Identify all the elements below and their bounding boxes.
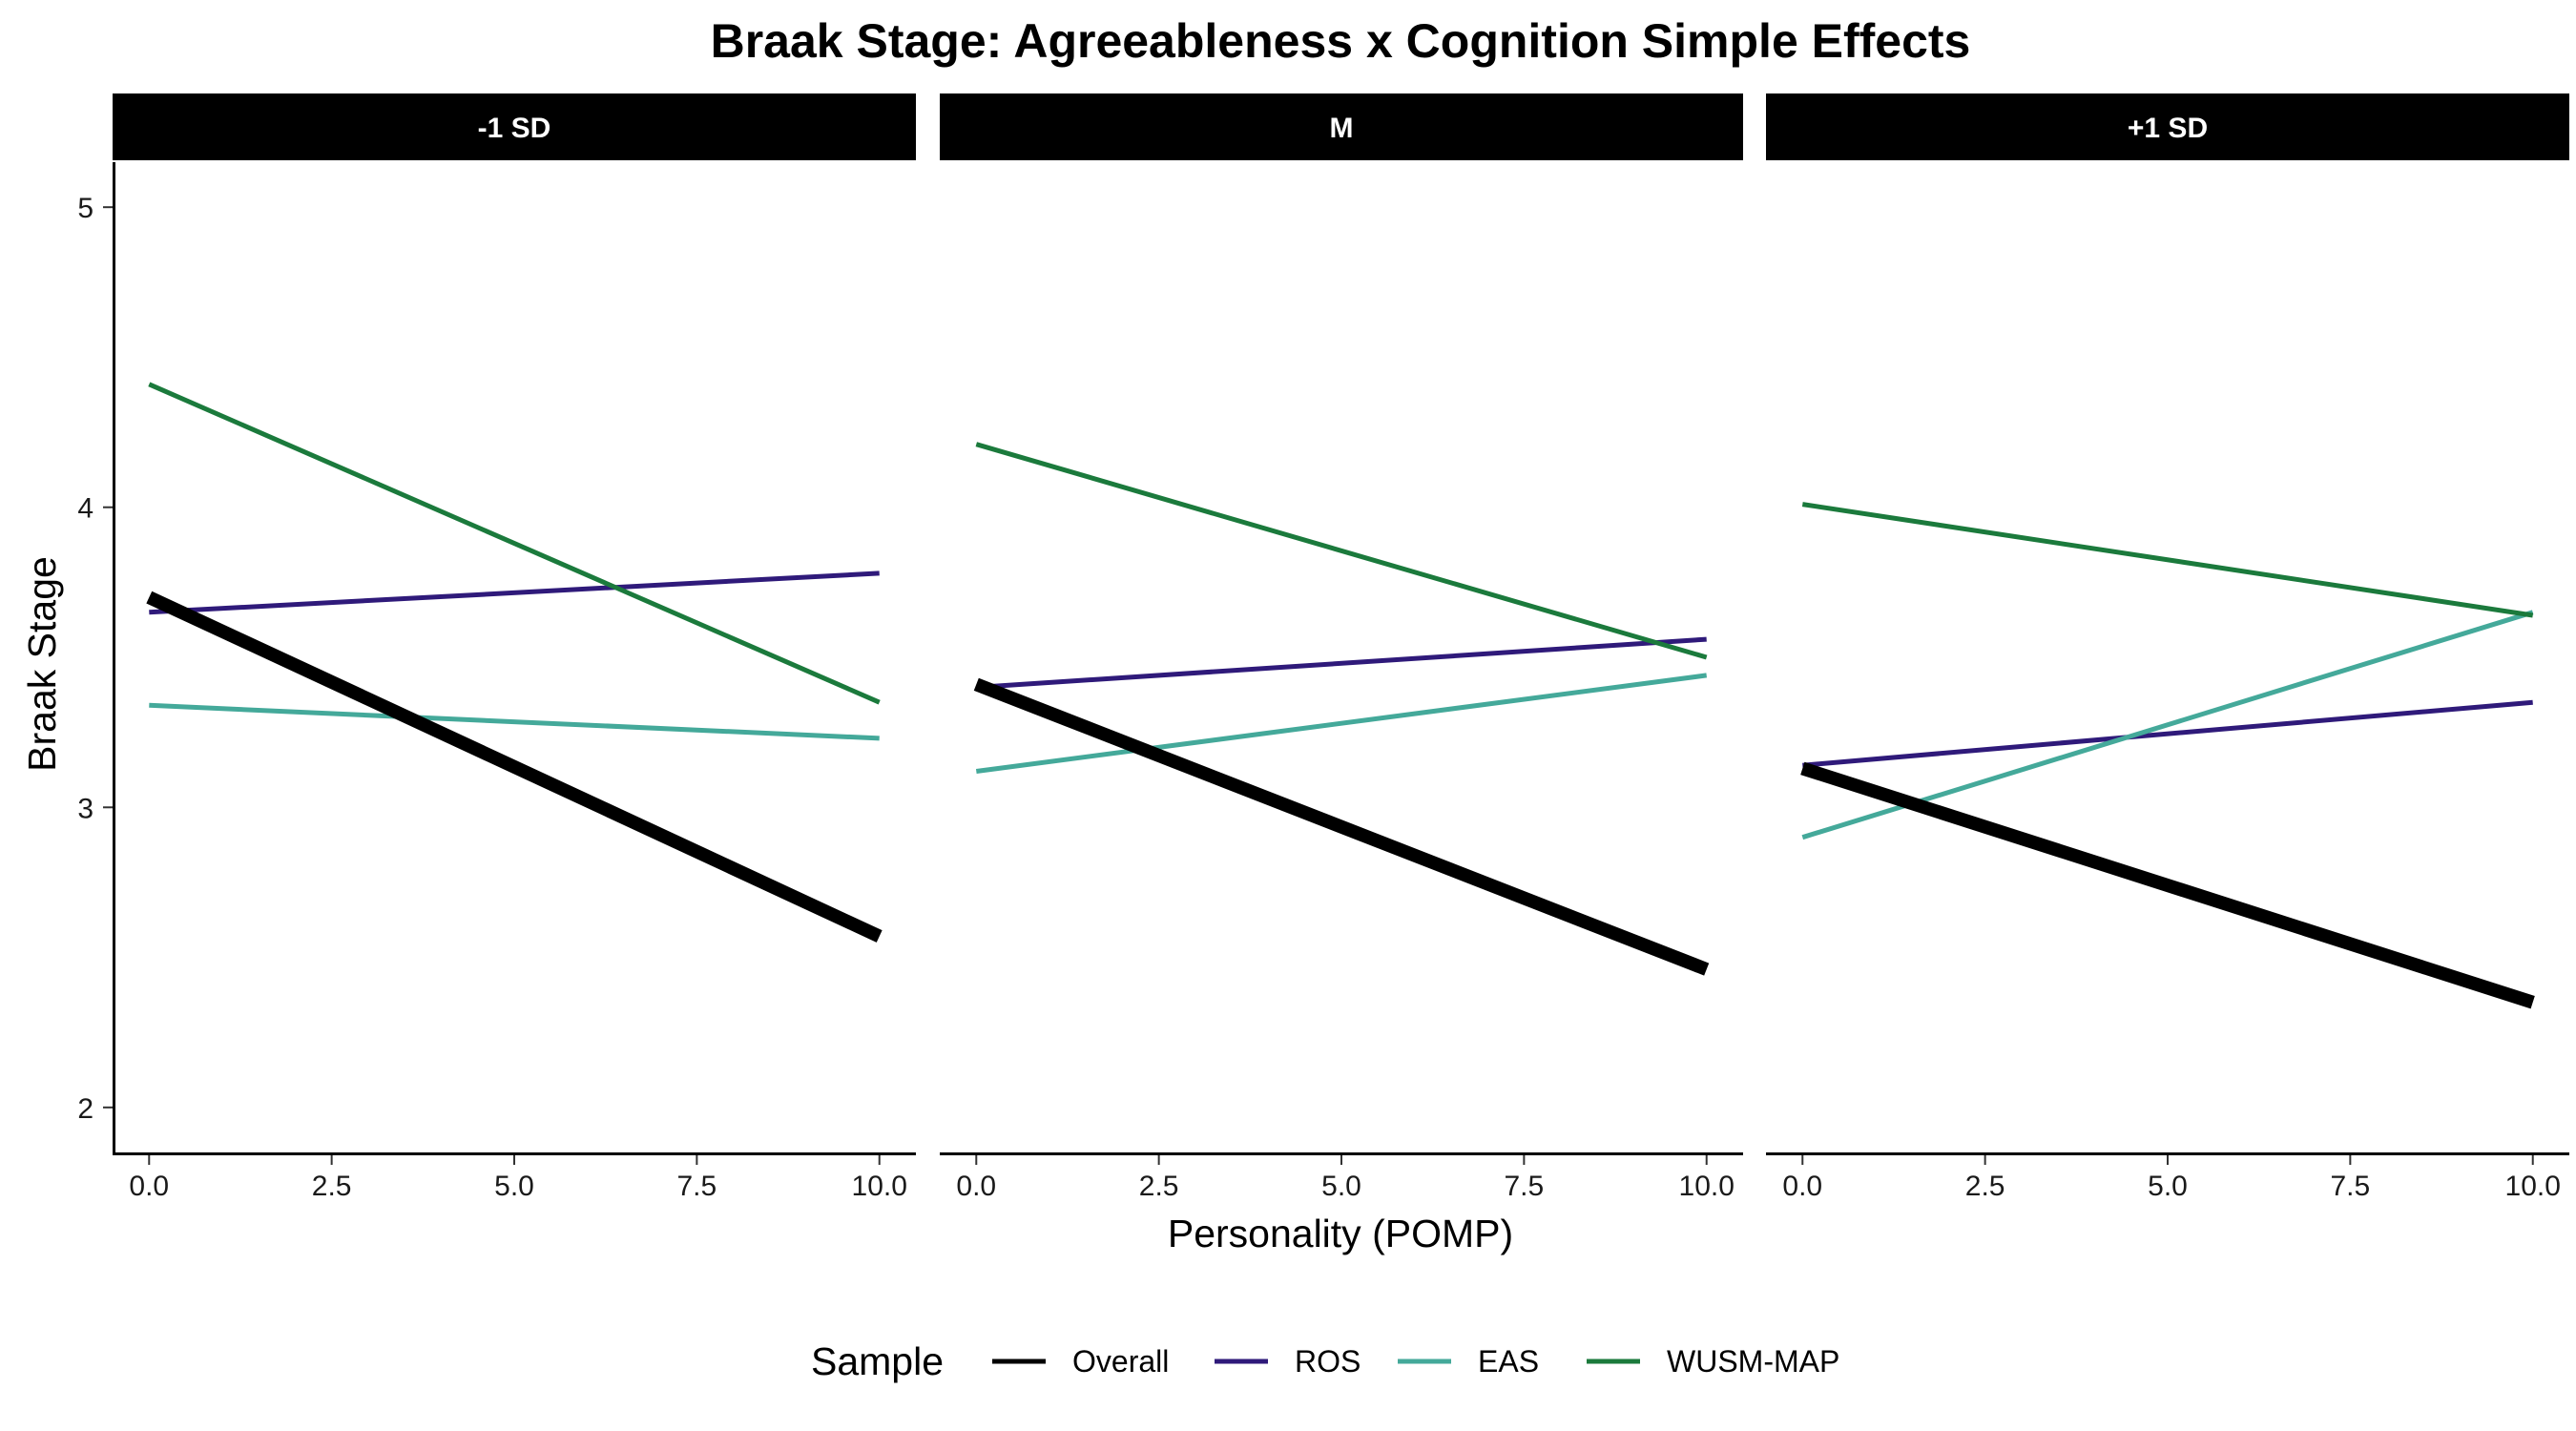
x-tick-label: 5.0	[2148, 1171, 2188, 1202]
x-tick-label: 7.5	[677, 1171, 717, 1202]
series-line-overall	[146, 591, 883, 943]
facet-strip-label: -1 SD	[478, 113, 551, 144]
panel-m: M 0.0 2.5 5.0 7.5 10.0	[940, 93, 1743, 1202]
y-axis-title: Braak Stage	[20, 556, 64, 772]
x-tick-label: 0.0	[956, 1171, 996, 1202]
x-tick-label: 2.5	[1139, 1171, 1179, 1202]
y-tick-label: 4	[77, 493, 93, 525]
facet-panels: -1 SD 0.0 2.5 5.0 7.5 10.0 2 3 4 5 M 0.0 2.5 5.0 7.5 10…	[77, 93, 2569, 1202]
x-axis-title: Personality (POMP)	[1168, 1212, 1513, 1255]
series-line-overall	[973, 677, 1710, 976]
legend-item-overall: Overall	[992, 1344, 1169, 1379]
facet-strip	[1766, 93, 2569, 160]
x-tick-label: 10.0	[2505, 1171, 2561, 1202]
y-tick-label: 3	[77, 793, 93, 824]
y-tick-label: 5	[77, 193, 93, 224]
legend-label: WUSM-MAP	[1667, 1344, 1839, 1379]
series-line-wusm-map	[975, 442, 1708, 660]
legend: Sample Overall ROS EAS WUSM-MAP	[811, 1339, 1839, 1383]
series-line-ros	[976, 636, 1707, 690]
chart-title: Braak Stage: Agreeableness x Cognition S…	[711, 14, 1971, 68]
x-tick-label: 5.0	[1321, 1171, 1361, 1202]
legend-item-wusm-map: WUSM-MAP	[1587, 1344, 1839, 1379]
legend-item-ros: ROS	[1215, 1344, 1361, 1379]
x-tick-label: 2.5	[1965, 1171, 2005, 1202]
x-tick-label: 7.5	[1505, 1171, 1545, 1202]
facet-strip	[113, 93, 916, 160]
panel-1-sd: +1 SD 0.0 2.5 5.0 7.5 10.0	[1766, 93, 2569, 1202]
y-tick-label: 2	[77, 1093, 93, 1125]
series-line-overall	[1800, 761, 2535, 1009]
x-tick-label: 0.0	[1782, 1171, 1822, 1202]
legend-item-eas: EAS	[1398, 1344, 1539, 1379]
series-line-ros	[1802, 699, 2533, 768]
facet-strip-label: M	[1330, 113, 1354, 144]
facet-strip	[940, 93, 1743, 160]
facet-strip-label: +1 SD	[2128, 113, 2208, 144]
x-tick-label: 10.0	[852, 1171, 907, 1202]
x-tick-label: 7.5	[2331, 1171, 2371, 1202]
series-line-eas	[975, 673, 1708, 774]
series-line-ros	[149, 570, 880, 615]
legend-label: ROS	[1295, 1344, 1361, 1379]
x-tick-label: 0.0	[129, 1171, 169, 1202]
legend-label: EAS	[1478, 1344, 1539, 1379]
legend-title: Sample	[811, 1339, 944, 1383]
series-line-wusm-map	[148, 382, 881, 705]
series-line-eas	[1801, 610, 2534, 840]
series-line-wusm-map	[1801, 502, 2534, 618]
panel-1-sd: -1 SD 0.0 2.5 5.0 7.5 10.0 2 3 4 5	[77, 93, 916, 1202]
x-tick-label: 2.5	[312, 1171, 352, 1202]
legend-label: Overall	[1072, 1344, 1169, 1379]
x-tick-label: 5.0	[494, 1171, 534, 1202]
x-tick-label: 10.0	[1679, 1171, 1735, 1202]
series-line-eas	[149, 702, 880, 741]
